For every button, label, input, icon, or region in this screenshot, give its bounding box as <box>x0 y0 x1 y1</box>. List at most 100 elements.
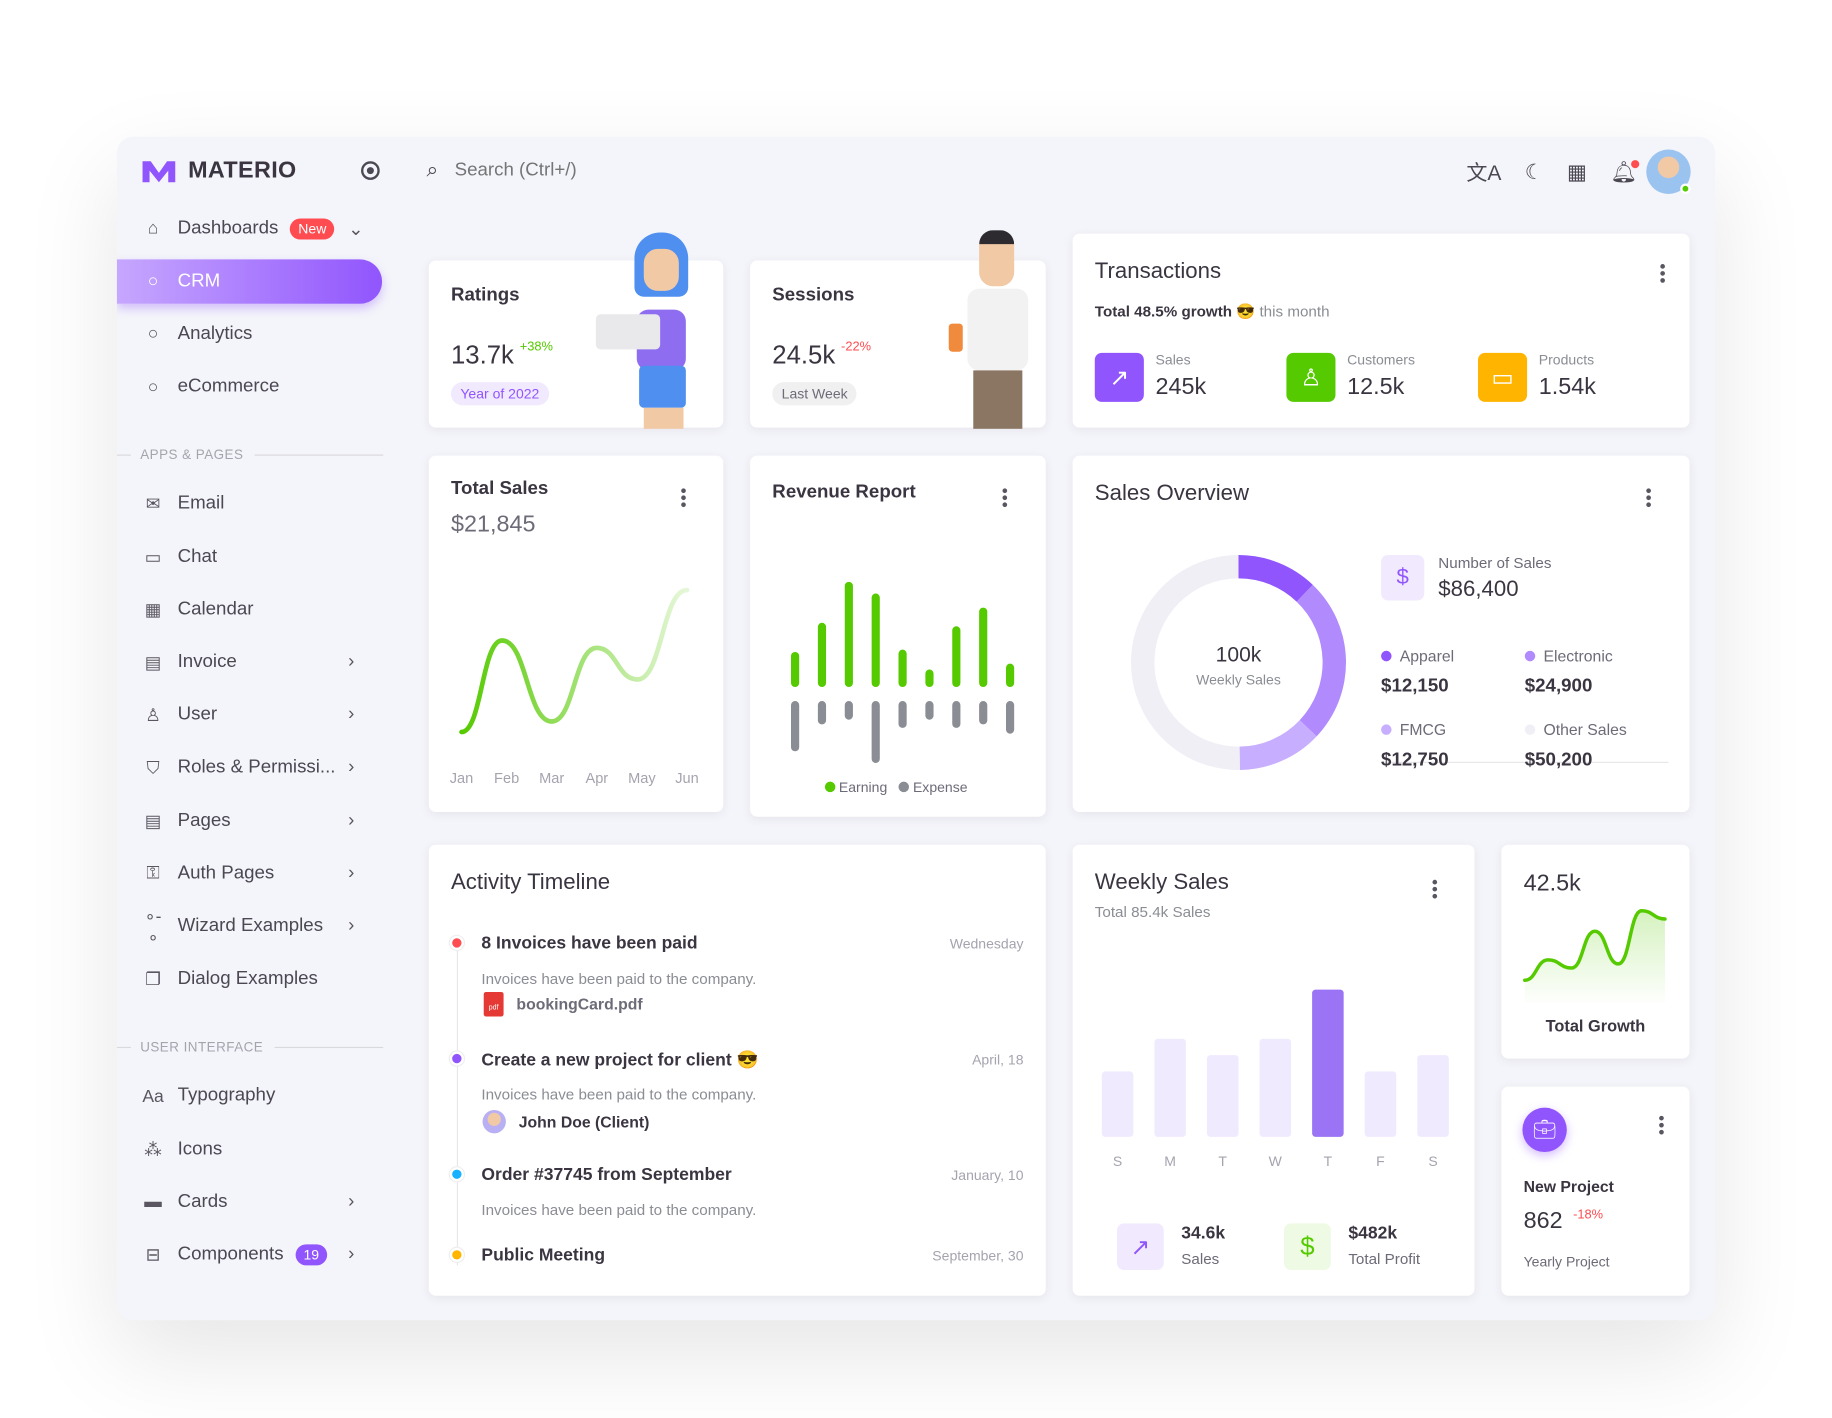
chevron-right-icon: › <box>348 704 355 725</box>
expense-bar <box>898 701 907 728</box>
transaction-stat-value: 245k <box>1155 373 1207 400</box>
sidebar-item-cards[interactable]: ▬ Cards › <box>117 1180 382 1224</box>
transactions-growth: Total 48.5% growth <box>1094 302 1233 321</box>
bell-icon[interactable]: 🔔︎ <box>1610 159 1640 184</box>
timeline-date: January, 10 <box>951 1167 1024 1184</box>
translate-icon[interactable]: 文A <box>1466 161 1502 185</box>
icons-icon: ⁂ <box>144 1139 162 1160</box>
sidebar-item-wizard-examples[interactable]: ∘-∘ Wizard Examples › <box>117 904 382 948</box>
sidebar-item-email[interactable]: ✉ Email <box>117 482 382 526</box>
sidebar-item-user[interactable]: ♙ User › <box>117 693 382 737</box>
sidebar-item-label: Dialog Examples <box>177 968 318 989</box>
search-bar[interactable]: ⌕ <box>426 158 893 183</box>
total-sales-menu-button[interactable] <box>680 486 687 509</box>
legend-item: FMCG <box>1381 721 1446 738</box>
expense-bar <box>952 701 961 728</box>
sidebar-item-invoice[interactable]: ▤ Invoice › <box>117 640 382 684</box>
search-input[interactable] <box>454 159 806 181</box>
sidebar-item-components[interactable]: ⊟ Components 19 › <box>117 1233 382 1277</box>
typography-icon: Aa <box>142 1086 164 1107</box>
grid-icon[interactable]: ▦ <box>1567 159 1587 183</box>
donut-center-value: 100k <box>1215 642 1262 666</box>
sessions-chip: Last Week <box>772 382 858 406</box>
timeline-line <box>456 949 459 1266</box>
legend-earning: Earning <box>824 779 887 796</box>
sidebar-item-label: Cards <box>177 1191 228 1212</box>
timeline-date: September, 30 <box>932 1247 1024 1265</box>
transaction-stat-label: Products <box>1538 351 1595 369</box>
total-sales-line-chart: Jan Feb Mar Apr May Jun <box>450 587 699 787</box>
auth-pages-icon: ⚿ <box>146 863 160 884</box>
total-profit-value: $482k <box>1348 1223 1398 1244</box>
sidebar-item-label: Icons <box>177 1138 223 1159</box>
sidebar-item-calendar[interactable]: ▦ Calendar <box>117 587 382 631</box>
sidebar-item-label: eCommerce <box>177 376 280 397</box>
sunglasses-emoji-icon: 😎 <box>1236 302 1256 321</box>
sidebar-item-crm[interactable]: ○ CRM <box>116 259 383 304</box>
sidebar-pin-toggle[interactable] <box>361 161 380 180</box>
sidebar-item-chat[interactable]: ▭ Chat <box>117 535 382 579</box>
sidebar-item-label: Wizard Examples <box>177 915 324 936</box>
donut-center-label: Weekly Sales <box>1196 671 1281 689</box>
sidebar-item-icons[interactable]: ⁂ Icons <box>117 1127 382 1171</box>
timeline-date: Wednesday <box>949 935 1024 953</box>
sidebar-item-auth-pages[interactable]: ⚿ Auth Pages › <box>117 851 382 895</box>
legend-dot <box>1381 724 1392 735</box>
sidebar-badge: 19 <box>295 1244 328 1266</box>
legend-value: $12,150 <box>1381 676 1449 697</box>
legend-item: Apparel <box>1381 647 1454 665</box>
sessions-title: Sessions <box>772 285 855 305</box>
user-icon: ♙ <box>145 705 161 726</box>
chevron-right-icon: › <box>348 863 355 883</box>
sidebar-item-pages[interactable]: ▤ Pages › <box>117 799 382 843</box>
ratings-change: +38% <box>519 340 553 355</box>
sidebar-item-dashboards[interactable]: ⌂ Dashboards New ⌄ <box>117 206 382 250</box>
sidebar-item-dialog-examples[interactable]: ❐ Dialog Examples <box>117 957 382 1001</box>
components-icon: ⊟ <box>145 1245 161 1266</box>
timeline-description: Invoices have been paid to the company. <box>481 1085 757 1103</box>
weekly-sales-stat-label: Sales <box>1181 1250 1220 1268</box>
growth-area <box>1524 910 1665 1006</box>
brand-logo[interactable]: MATERIO <box>141 158 296 185</box>
expense-bar <box>844 701 853 720</box>
sidebar-item-typography[interactable]: Aa Typography <box>117 1074 382 1118</box>
legend-dot <box>1524 724 1536 735</box>
expense-bar <box>791 701 800 752</box>
sidebar-item-roles[interactable]: ⛉ Roles & Permissi... › <box>117 746 382 790</box>
devices-icon: ▭ <box>1478 352 1528 402</box>
chevron-right-icon: › <box>348 810 355 831</box>
transactions-menu-button[interactable] <box>1659 262 1666 285</box>
weekly-bar <box>1417 1055 1449 1137</box>
trending-up-icon: ↗ <box>1094 352 1144 402</box>
weekly-sales-stat-value: 34.6k <box>1181 1223 1226 1244</box>
sales-overview-menu-button[interactable] <box>1645 486 1652 509</box>
new-project-card: 💼︎ New Project 862 -18% Yearly Project <box>1501 1086 1690 1296</box>
transaction-stat-label: Customers <box>1347 351 1415 369</box>
sales-donut-chart <box>1131 554 1346 770</box>
timeline-description: Invoices have been paid to the company. <box>481 969 757 988</box>
total-growth-value: 42.5k <box>1523 870 1581 897</box>
total-sales-card: Total Sales $21,845 Jan Feb Mar Apr May Jun <box>428 455 724 813</box>
revenue-title: Revenue Report <box>772 482 916 503</box>
sidebar-item-analytics[interactable]: ○ Analytics <box>117 312 382 356</box>
donut-slice-other-sales <box>1131 554 1240 770</box>
timeline-dot <box>449 1247 464 1262</box>
avatar[interactable] <box>1646 149 1691 194</box>
moon-icon[interactable]: ☾ <box>1524 159 1544 183</box>
timeline-dot <box>449 935 464 950</box>
attachment-link[interactable]: bookingCard.pdf <box>516 995 643 1014</box>
sales-overview-card: Sales Overview 100k Weekly Sales $ Numbe… <box>1072 455 1690 813</box>
sidebar-item-ecommerce[interactable]: ○ eCommerce <box>117 365 382 409</box>
sidebar-item-label: Roles & Permissi... <box>177 757 336 778</box>
weekly-sales-menu-button[interactable] <box>1431 877 1438 900</box>
chevron-right-icon: › <box>348 1191 355 1212</box>
x-tick-label: T <box>1324 1153 1333 1169</box>
sessions-character-illustration <box>935 230 1040 429</box>
brand-name: MATERIO <box>188 157 297 184</box>
weekly-sales-title: Weekly Sales <box>1094 870 1229 895</box>
chevron-right-icon: › <box>348 1244 355 1265</box>
pages-icon: ▤ <box>144 811 162 832</box>
revenue-menu-button[interactable] <box>1001 486 1008 509</box>
weekly-bar <box>1259 1038 1292 1137</box>
new-project-menu-button[interactable] <box>1658 1113 1665 1136</box>
